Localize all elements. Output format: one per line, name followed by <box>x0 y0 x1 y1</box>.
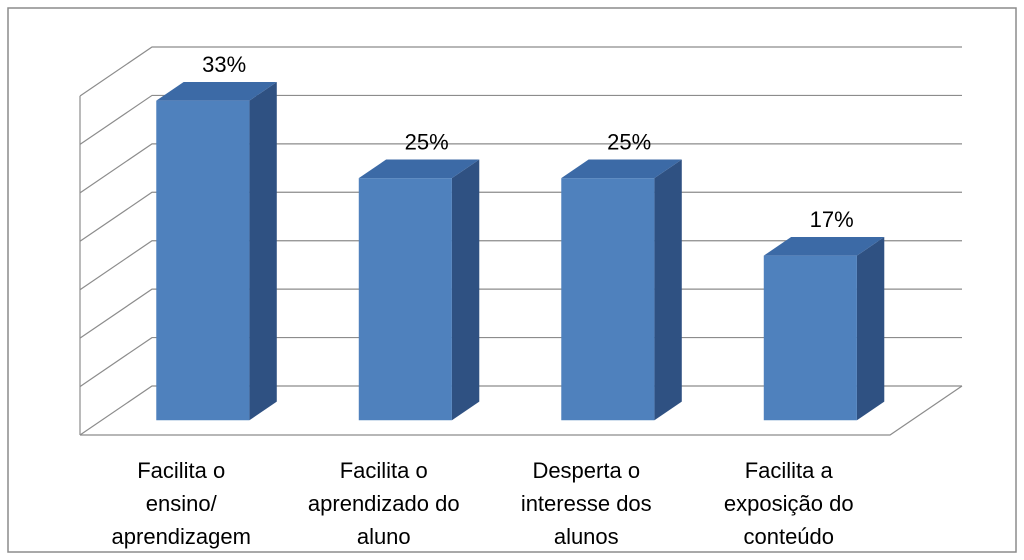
grid-line <box>79 143 962 194</box>
bar <box>358 159 480 421</box>
grid-line <box>79 46 962 97</box>
bar-front <box>763 255 857 421</box>
x-tick-label: Facilita o <box>340 458 428 483</box>
bar-top <box>358 159 480 179</box>
x-tick-label: aprendizagem <box>112 524 251 549</box>
grid-line <box>79 191 962 242</box>
bar-front <box>156 100 250 421</box>
x-tick-label: alunos <box>554 524 619 549</box>
grid-line <box>79 94 962 145</box>
value-label: 25% <box>607 130 651 155</box>
bar-front <box>561 178 655 421</box>
bar-side <box>856 237 885 421</box>
bar <box>561 159 682 421</box>
value-label: 17% <box>810 207 854 232</box>
value-label: 25% <box>405 130 449 155</box>
bar-front <box>358 178 452 421</box>
x-tick-label: aprendizado do <box>308 491 460 516</box>
x-tick-label: ensino/ <box>146 491 218 516</box>
x-tick-label: conteúdo <box>743 524 834 549</box>
bar-side <box>451 159 480 421</box>
bar <box>763 237 885 421</box>
value-label: 33% <box>202 52 246 77</box>
x-tick-label: Desperta o <box>532 458 640 483</box>
bar-top <box>763 237 885 256</box>
floor-edge <box>80 385 963 436</box>
x-tick-label: Facilita a <box>745 458 834 483</box>
bar <box>156 82 277 421</box>
grid-line <box>79 336 962 388</box>
x-tick-label: exposição do <box>724 491 854 516</box>
x-tick-label: interesse dos <box>521 491 652 516</box>
grid-line <box>79 288 962 339</box>
grid-line <box>79 385 962 436</box>
bar-top <box>561 159 682 179</box>
grid-line <box>79 240 962 291</box>
bar-side <box>654 159 682 421</box>
bar-top <box>156 82 277 101</box>
bar-side <box>249 82 277 421</box>
x-tick-label: aluno <box>357 524 411 549</box>
x-tick-label: Facilita o <box>137 458 225 483</box>
